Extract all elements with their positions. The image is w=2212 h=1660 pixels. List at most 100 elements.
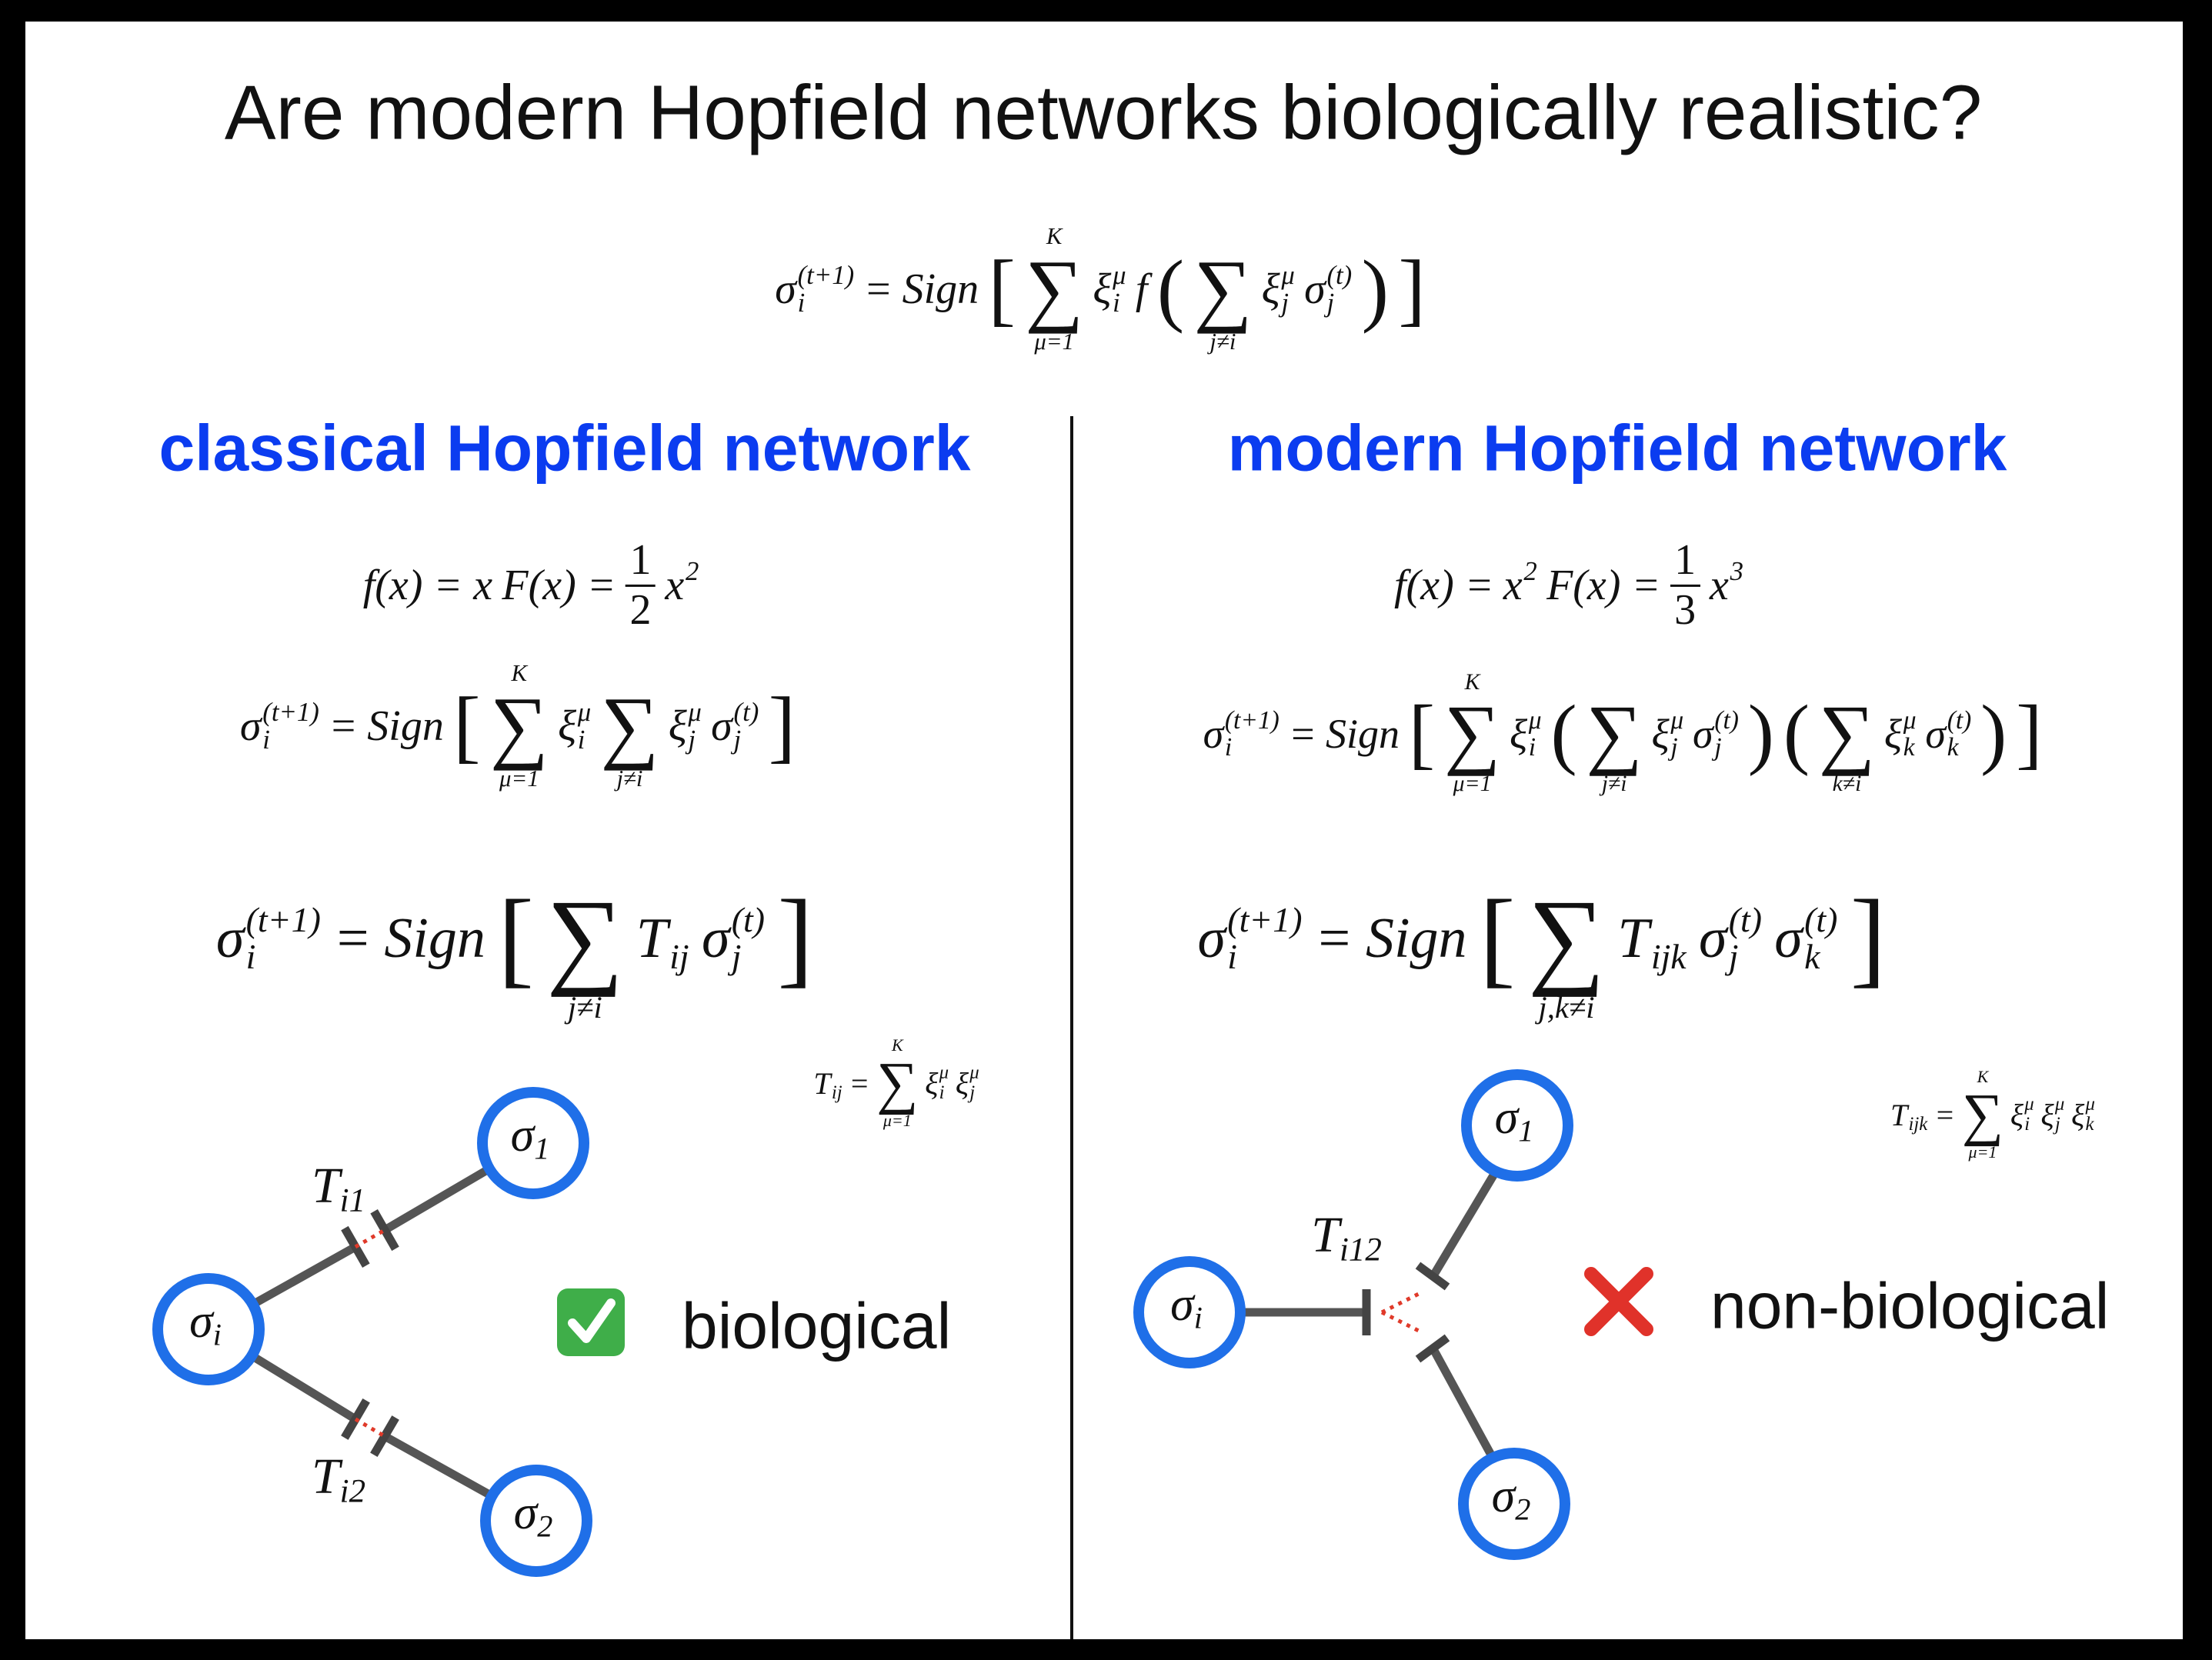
subscript: i: [1528, 733, 1536, 762]
operator: ∑ j≠i: [601, 662, 659, 791]
divider: [1070, 416, 1073, 1639]
scripts: ijk: [1651, 902, 1687, 975]
operator: ∑ j≠i: [1193, 225, 1252, 354]
symbol-base: ξ: [1883, 711, 1903, 757]
subscript: j: [733, 725, 742, 755]
equation: σ (t+1) i = Sign [ ∑ j≠i T ij σ (t) j]: [216, 853, 813, 1024]
upper-limit: K: [1977, 1067, 1989, 1086]
symbol-base: σ: [239, 702, 262, 750]
eq-text: ): [1980, 689, 2007, 777]
label-sub: 2: [1515, 1492, 1530, 1527]
check-mark: [568, 1298, 616, 1343]
symbol: σ (t) j: [1693, 707, 1739, 761]
subscript: j: [1670, 733, 1678, 762]
eq-text: =: [333, 906, 372, 970]
label-base: σ: [189, 1295, 215, 1348]
edge: [1429, 1345, 1496, 1460]
label-sub: i12: [1340, 1232, 1382, 1268]
eq-text: [: [988, 243, 1016, 335]
label-base: T: [312, 1158, 343, 1214]
op-symbol: Sign: [384, 907, 485, 970]
node: [1461, 1069, 1573, 1182]
superscript: (t): [1326, 259, 1353, 290]
lower-limit: k≠i: [1832, 772, 1862, 797]
symbol: σ (t) j: [1304, 259, 1353, 318]
symbol-base: ξ: [558, 702, 577, 750]
symbol-base: ξ: [955, 1065, 969, 1101]
lower-limit: j≠i: [1209, 328, 1236, 355]
symbol-base: ξ: [1651, 711, 1670, 757]
node-label: σi: [189, 1295, 222, 1352]
subscript: k: [1903, 733, 1915, 762]
scripts: ij: [832, 1063, 842, 1103]
synapse-gap: [354, 1228, 386, 1249]
lower-limit: μ=1: [1453, 772, 1492, 797]
eq-text: ]: [1398, 243, 1426, 335]
symbol-base: ξ: [2010, 1097, 2024, 1132]
scripts: (t) j: [1714, 707, 1739, 761]
superscript: μ: [2085, 1093, 2095, 1115]
node: [152, 1273, 265, 1385]
scripts: 3: [1730, 557, 1743, 614]
lower-limit: μ=1: [882, 1111, 912, 1130]
subscript: j: [969, 1082, 976, 1103]
superscript: μ: [2054, 1093, 2065, 1115]
symbol: σ (t) j: [711, 698, 759, 755]
symbol-base: ξ: [668, 702, 687, 750]
eq-text: (: [1550, 689, 1577, 777]
label-sub: 2: [537, 1509, 552, 1544]
equation: σ (t+1) i = Sign [K ∑ μ=1 ξ μ i( ∑ j≠i ξ μ j σ (t) j)( …: [1203, 671, 2043, 797]
superscript: μ: [939, 1062, 949, 1083]
node-label: σ1: [511, 1109, 550, 1166]
lower-limit: j≠i: [567, 990, 602, 1025]
symbol-base: σ: [215, 906, 245, 970]
lower-limit: μ=1: [1968, 1142, 1997, 1162]
right-label: non-biological: [1710, 1269, 2110, 1342]
symbol: σ (t+1) i: [240, 698, 319, 755]
eq-text: =: [1288, 711, 1317, 757]
equation: σ (t+1) i = Sign [K ∑ μ=1 ξ μ i f( ∑ j≠i ξ μ j σ (t) j)]: [775, 225, 1426, 354]
subscript: ijk: [1908, 1114, 1928, 1135]
subscript: k: [1804, 937, 1820, 976]
op-symbol: ∑: [1527, 878, 1606, 998]
equation: f(x) = x 2 F(x) = 1 3 x 3: [1394, 536, 1743, 634]
label-sub: i: [213, 1318, 222, 1352]
subscript: j: [1728, 937, 1739, 976]
operator: ∑ j≠i: [546, 853, 623, 1024]
op-symbol: Sign: [902, 265, 979, 313]
eq-text: ): [1361, 243, 1390, 335]
symbol-base: x: [1503, 562, 1523, 609]
op-symbol: Sign: [367, 702, 444, 750]
operator: Sign: [367, 681, 444, 772]
lower-limit: j≠i: [616, 765, 643, 792]
symbol-base: ξ: [1261, 265, 1280, 313]
symbol-base: T: [813, 1065, 831, 1101]
operator: Sign: [384, 878, 485, 998]
eq-text: ]: [768, 680, 796, 772]
op-symbol: ∑: [1818, 689, 1876, 777]
label-base: σ: [1495, 1092, 1520, 1144]
op-symbol: ∑: [1961, 1082, 2004, 1147]
eq-text: =: [1314, 906, 1353, 970]
symbol-base: ξ: [2071, 1097, 2085, 1132]
eq-text: [: [453, 680, 481, 772]
node-label: σi: [1170, 1278, 1203, 1335]
eq-text: (: [1156, 243, 1185, 335]
symbol-base: T: [1617, 906, 1650, 970]
superscript: 2: [685, 555, 699, 586]
superscript: (t): [733, 696, 759, 727]
scripts: (t) j: [1728, 901, 1762, 976]
symbol-base: ξ: [925, 1065, 939, 1101]
superscript: (t+1): [797, 259, 855, 290]
